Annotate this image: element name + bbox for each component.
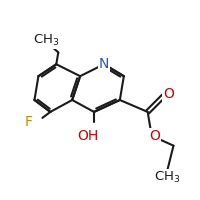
Text: O: O	[149, 129, 160, 143]
Text: CH$_3$: CH$_3$	[154, 170, 181, 185]
Text: F: F	[24, 115, 32, 129]
Text: OH: OH	[77, 129, 99, 143]
Text: O: O	[163, 87, 174, 101]
Text: N: N	[99, 57, 109, 71]
Text: CH$_3$: CH$_3$	[33, 33, 60, 48]
